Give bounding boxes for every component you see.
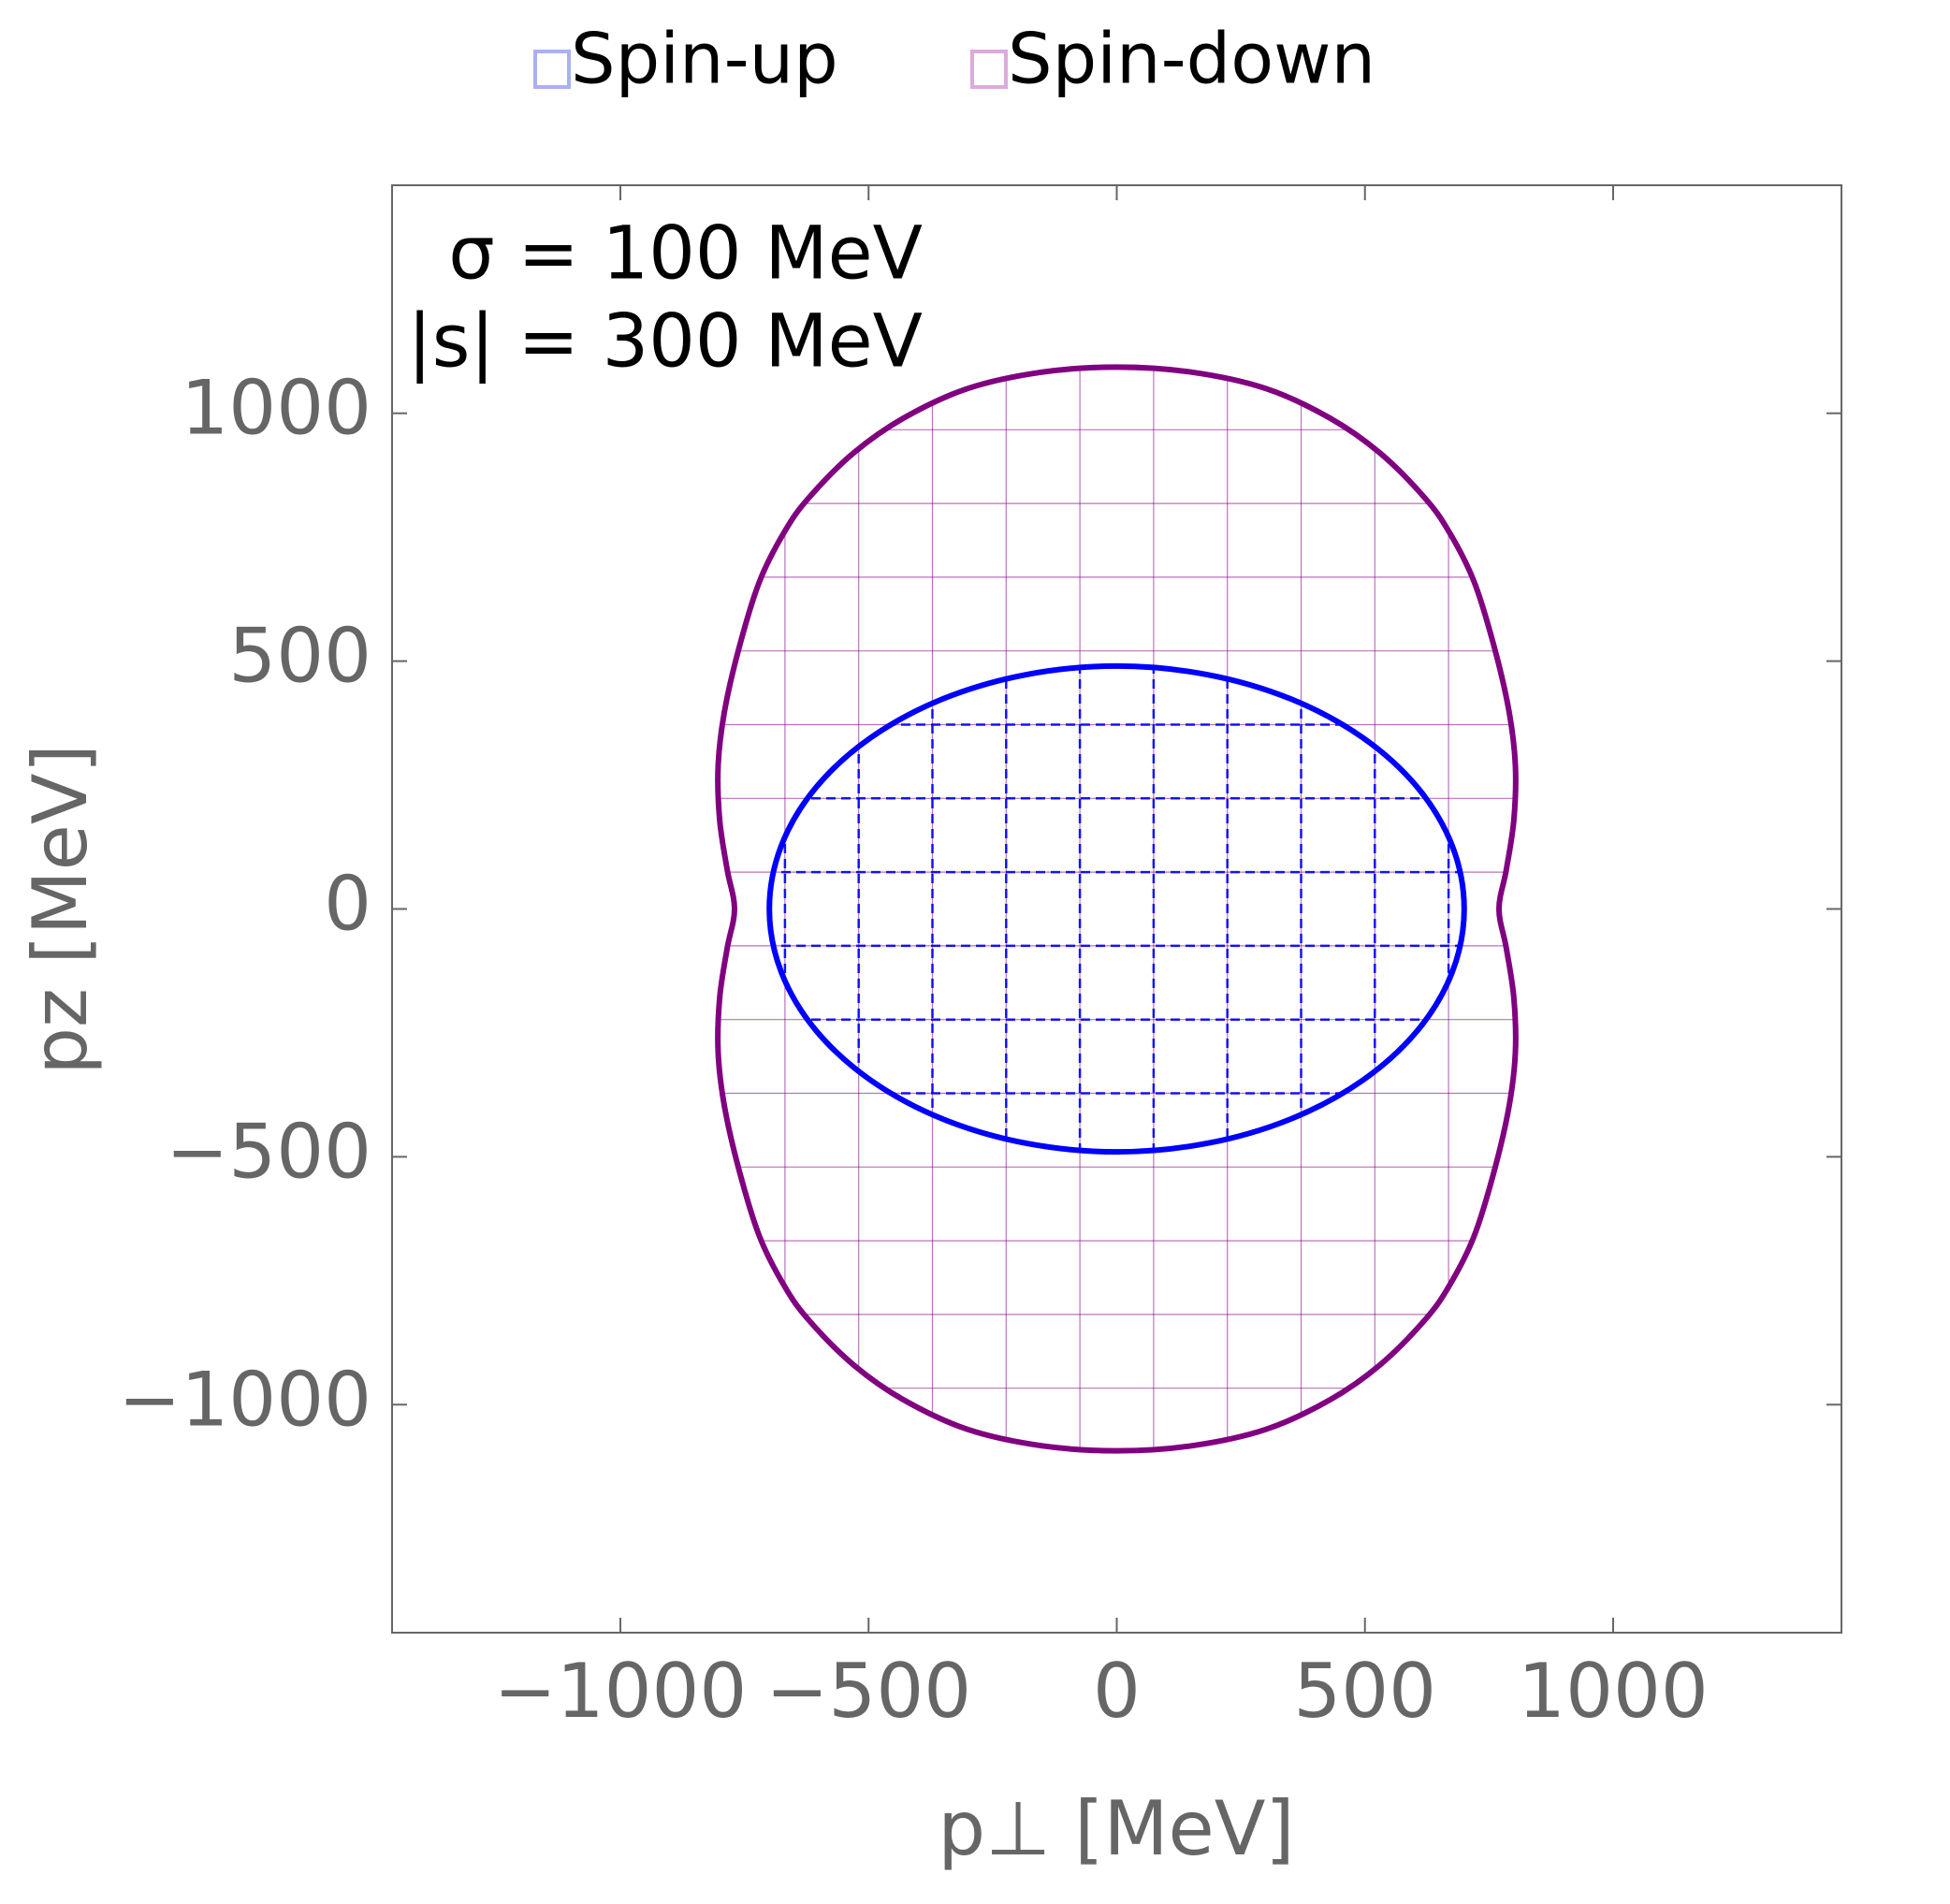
legend-swatch — [533, 50, 571, 89]
x-axis-label: p⊥ [MeV] — [938, 1785, 1294, 1872]
plot-frame — [391, 184, 1842, 1634]
annotation: σ = 100 MeV — [448, 211, 923, 296]
x-tick-label: 1000 — [1518, 1648, 1709, 1735]
y-axis-label: pz [MeV] — [17, 744, 104, 1075]
y-tick-label: 0 — [324, 860, 371, 947]
y-tick-label: 1000 — [181, 365, 371, 452]
legend-swatch — [970, 50, 1008, 89]
x-tick-label: 500 — [1293, 1648, 1436, 1735]
legend-label: Spin-down — [1008, 18, 1375, 100]
x-tick-label: −500 — [765, 1648, 971, 1735]
y-tick-label: 500 — [228, 613, 371, 700]
x-tick-label: 0 — [1093, 1648, 1141, 1735]
y-tick-label: −1000 — [118, 1356, 371, 1443]
region-boundary — [715, 364, 1519, 1454]
legend-label: Spin-up — [571, 18, 838, 100]
region-boundary — [766, 662, 1467, 1155]
y-tick-label: −500 — [166, 1108, 371, 1195]
annotation: |s| = 300 MeV — [408, 299, 923, 384]
x-tick-label: −1000 — [494, 1648, 748, 1735]
mesh — [769, 665, 1464, 1153]
